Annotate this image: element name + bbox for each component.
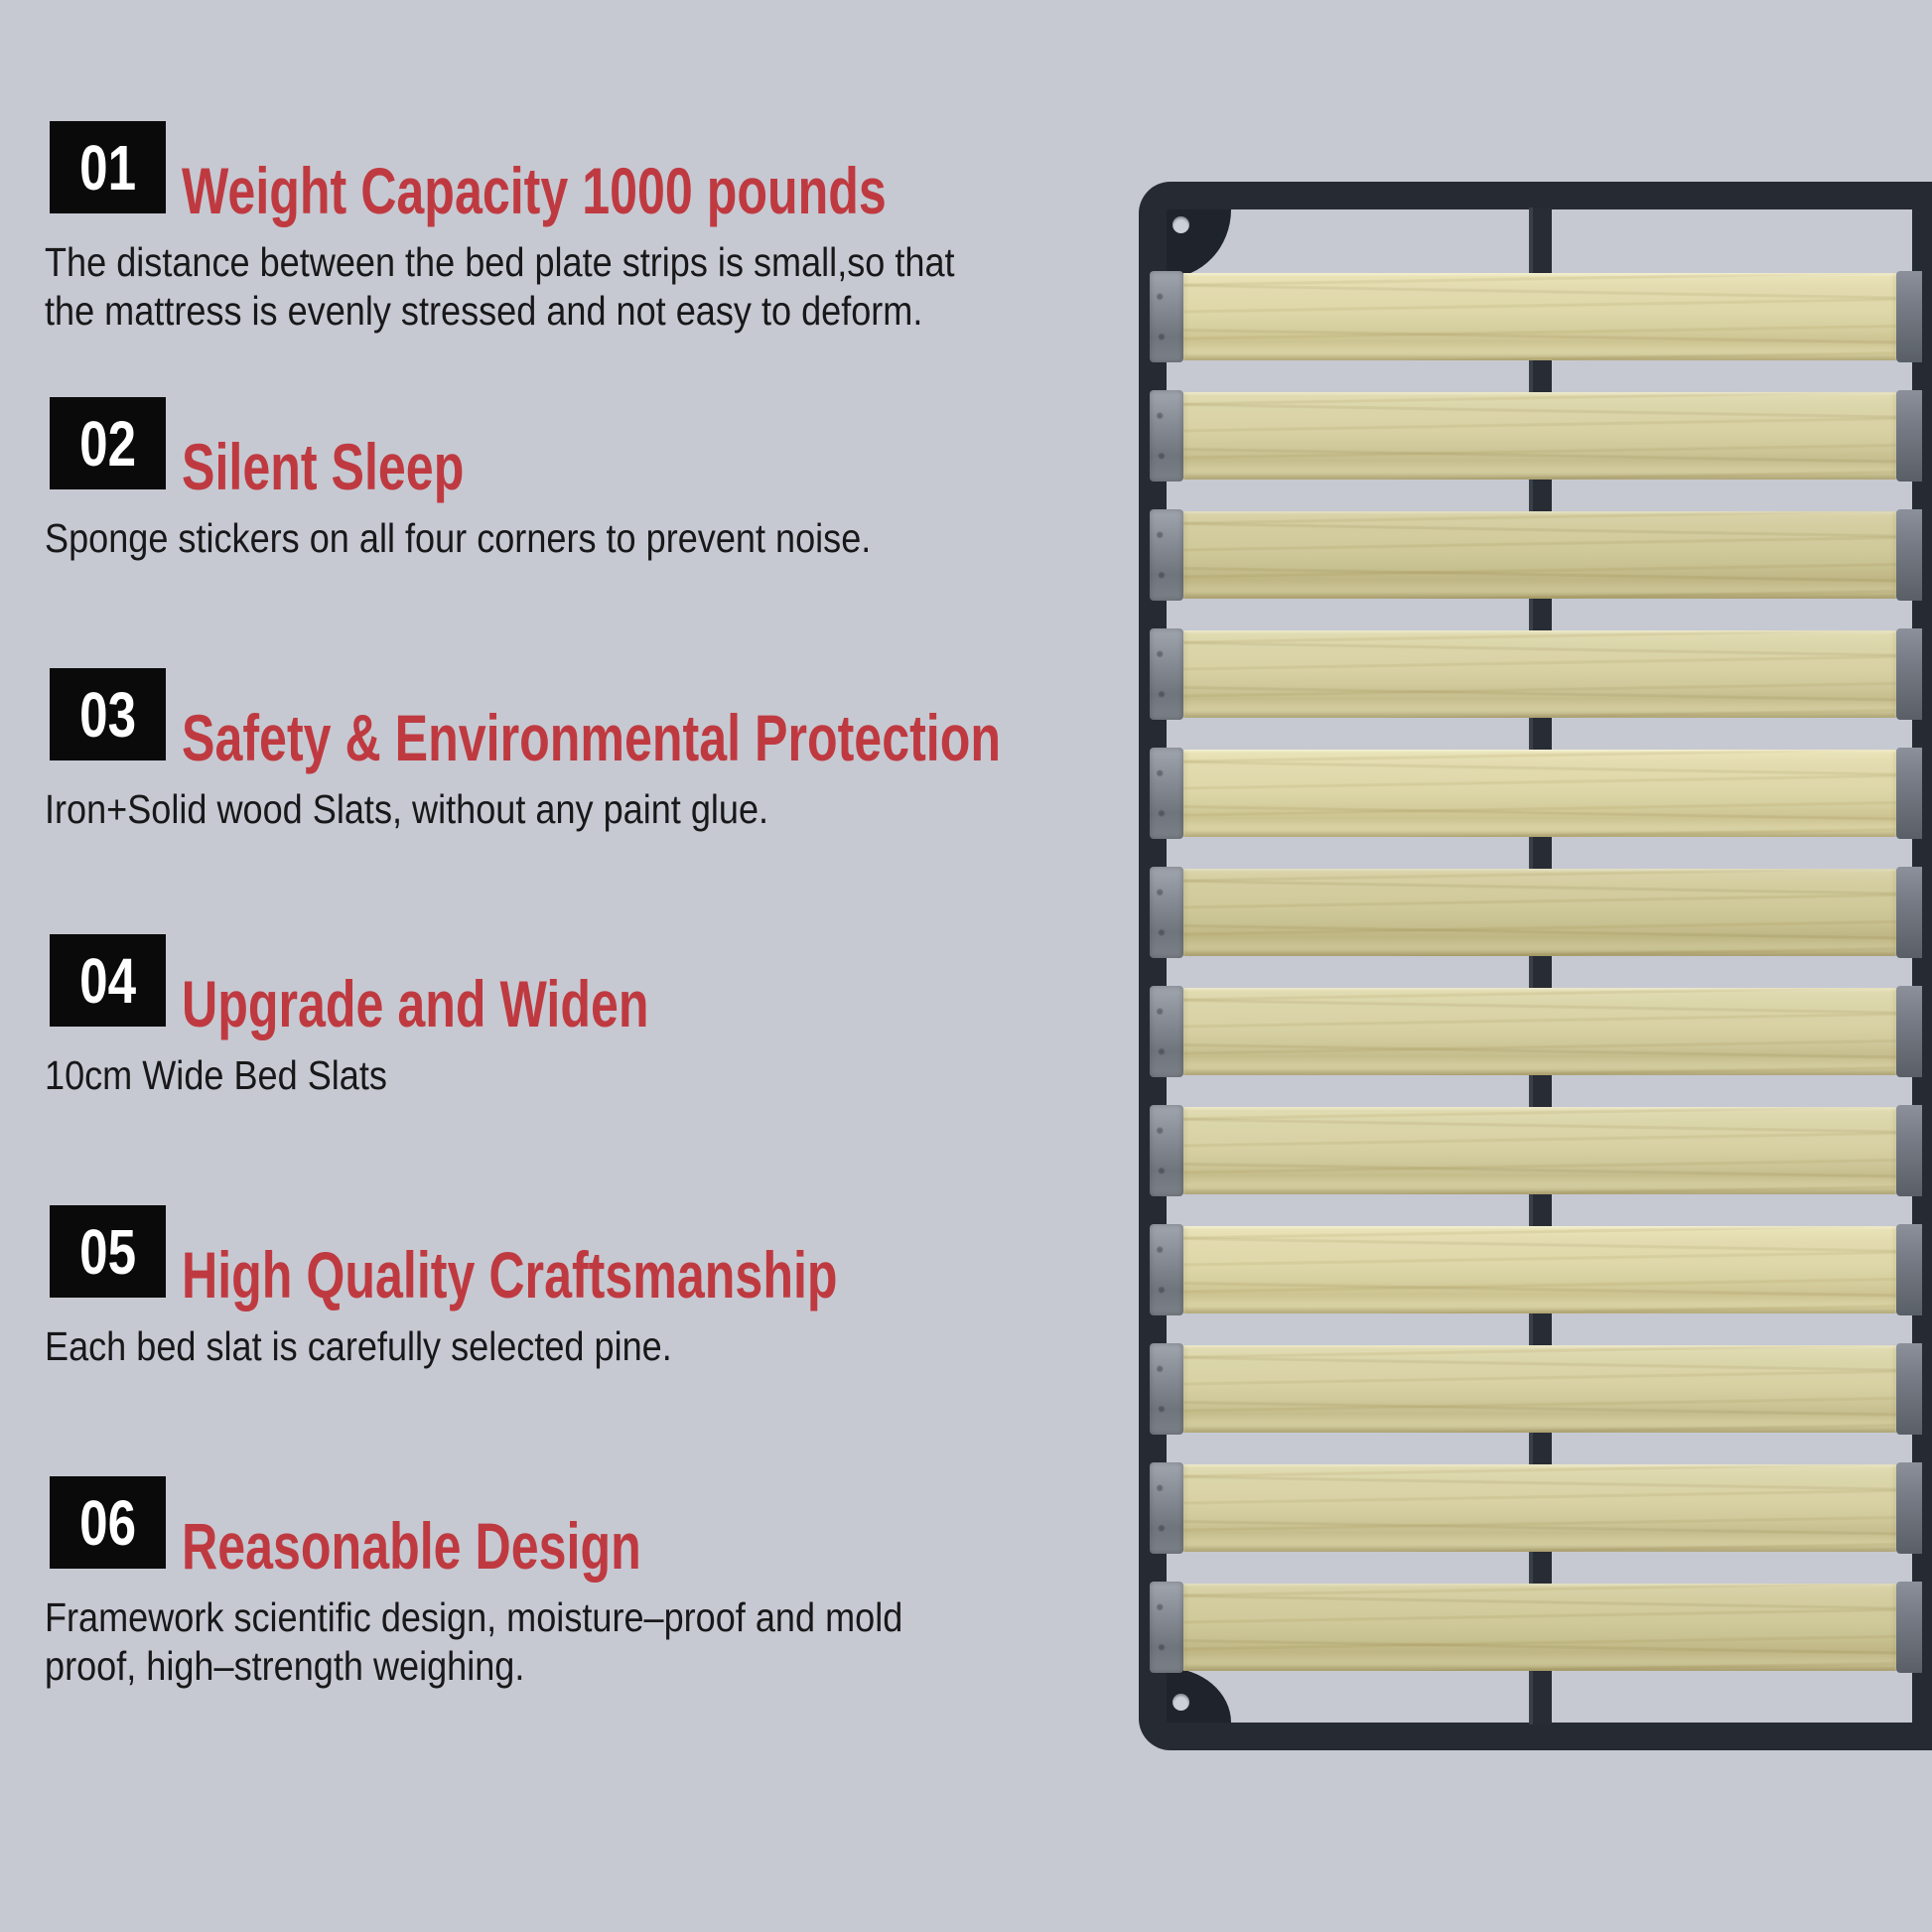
feature-description: Sponge stickers on all four corners to p…	[45, 515, 872, 561]
slat-bracket-left	[1150, 509, 1183, 601]
slat-bracket-right	[1896, 1343, 1922, 1435]
wood-slat	[1183, 988, 1896, 1075]
feature-number-badge: 03	[50, 668, 166, 760]
slat-row	[1139, 390, 1932, 482]
slat-row	[1139, 628, 1932, 720]
slat-bracket-left	[1150, 1462, 1183, 1554]
wood-slat	[1183, 511, 1896, 599]
slat-row	[1139, 1582, 1932, 1673]
wood-slat	[1183, 630, 1896, 718]
feature-number: 05	[79, 1215, 136, 1288]
feature-number: 06	[79, 1486, 136, 1559]
slat-row	[1139, 1462, 1932, 1554]
slat-bracket-right	[1896, 1224, 1922, 1315]
feature-title: Weight Capacity 1000 pounds	[182, 154, 887, 227]
feature-section-01: 01 Weight Capacity 1000 pounds The dista…	[45, 121, 1162, 379]
slat-bracket-left	[1150, 1582, 1183, 1673]
slat-row	[1139, 748, 1932, 839]
gusset-screw-hole-bottom	[1173, 1694, 1189, 1711]
wood-slat	[1183, 869, 1896, 956]
feature-title: High Quality Craftsmanship	[182, 1238, 838, 1311]
wood-slat	[1183, 1107, 1896, 1194]
feature-title: Safety & Environmental Protection	[182, 701, 1002, 774]
feature-number-badge: 02	[50, 397, 166, 489]
slat-bracket-right	[1896, 271, 1922, 362]
feature-title: Reasonable Design	[182, 1509, 641, 1583]
feature-description: 10cm Wide Bed Slats	[45, 1052, 387, 1098]
slat-bracket-left	[1150, 271, 1183, 362]
wood-slat	[1183, 750, 1896, 837]
slat-row	[1139, 867, 1932, 958]
slat-row	[1139, 1105, 1932, 1196]
slat-bracket-left	[1150, 628, 1183, 720]
slat-row	[1139, 1343, 1932, 1435]
slat-bracket-right	[1896, 509, 1922, 601]
feature-number-badge: 05	[50, 1205, 166, 1298]
feature-description: Framework scientific design, moisture–pr…	[45, 1594, 903, 1689]
slat-bracket-right	[1896, 390, 1922, 482]
feature-number: 04	[79, 944, 136, 1017]
slat-row	[1139, 986, 1932, 1077]
feature-description: Each bed slat is carefully selected pine…	[45, 1323, 672, 1369]
feature-section-06: 06 Reasonable Design Framework scientifi…	[45, 1476, 1162, 1734]
gusset-screw-hole-top	[1173, 216, 1189, 233]
slat-bracket-right	[1896, 628, 1922, 720]
slat-bracket-right	[1896, 1462, 1922, 1554]
feature-section-03: 03 Safety & Environmental Protection Iro…	[45, 668, 1162, 926]
slat-row	[1139, 509, 1932, 601]
slat-bracket-right	[1896, 1582, 1922, 1673]
feature-number-badge: 06	[50, 1476, 166, 1569]
feature-title: Silent Sleep	[182, 430, 465, 503]
slat-bracket-right	[1896, 986, 1922, 1077]
feature-number: 03	[79, 678, 136, 751]
feature-number-badge: 04	[50, 934, 166, 1027]
slat-row	[1139, 1224, 1932, 1315]
slat-bracket-left	[1150, 1224, 1183, 1315]
feature-description: Iron+Solid wood Slats, without any paint…	[45, 786, 769, 832]
wood-slat	[1183, 392, 1896, 480]
slat-bracket-left	[1150, 748, 1183, 839]
slat-bracket-right	[1896, 748, 1922, 839]
wood-slat	[1183, 273, 1896, 360]
feature-number-badge: 01	[50, 121, 166, 213]
slat-rows	[1139, 182, 1932, 1750]
slat-bracket-left	[1150, 390, 1183, 482]
feature-title: Upgrade and Widen	[182, 967, 649, 1040]
slat-row	[1139, 271, 1932, 362]
wood-slat	[1183, 1226, 1896, 1313]
feature-section-02: 02 Silent Sleep Sponge stickers on all f…	[45, 397, 1162, 655]
slat-bracket-left	[1150, 1105, 1183, 1196]
feature-description: The distance between the bed plate strip…	[45, 239, 955, 334]
feature-section-05: 05 High Quality Craftsmanship Each bed s…	[45, 1205, 1162, 1463]
slat-bracket-left	[1150, 1343, 1183, 1435]
wood-slat	[1183, 1464, 1896, 1552]
feature-number: 02	[79, 407, 136, 480]
slat-bracket-right	[1896, 1105, 1922, 1196]
slatted-bed-base-illustration	[1139, 182, 1932, 1750]
feature-section-04: 04 Upgrade and Widen 10cm Wide Bed Slats	[45, 934, 1162, 1192]
wood-slat	[1183, 1584, 1896, 1671]
slat-bracket-left	[1150, 867, 1183, 958]
feature-number: 01	[79, 131, 136, 204]
wood-slat	[1183, 1345, 1896, 1433]
slat-bracket-left	[1150, 986, 1183, 1077]
slat-bracket-right	[1896, 867, 1922, 958]
